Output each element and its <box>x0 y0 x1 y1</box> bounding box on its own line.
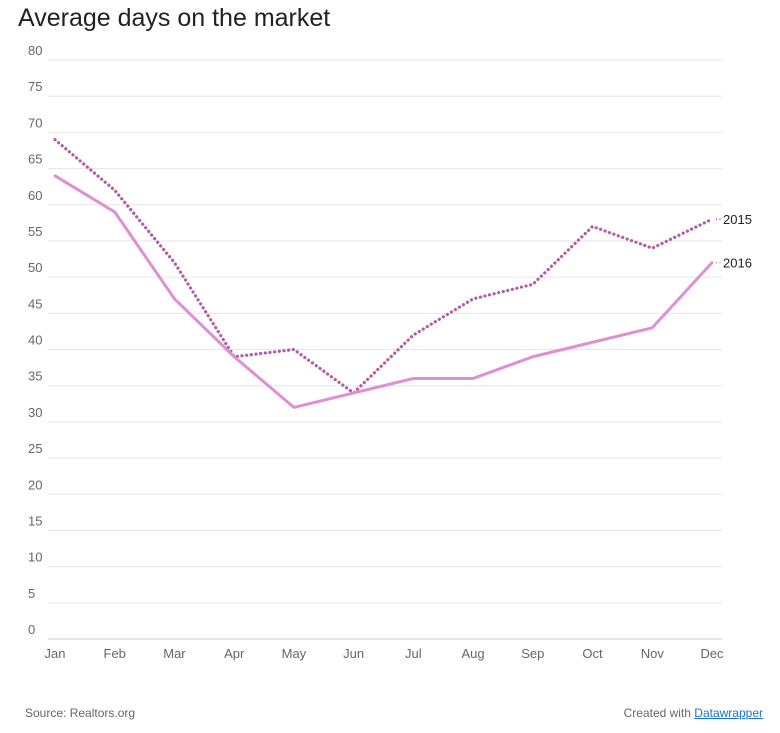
y-tick-label: 15 <box>28 513 42 528</box>
y-tick-label: 65 <box>28 152 42 167</box>
y-tick-label: 30 <box>28 405 42 420</box>
x-tick-label: May <box>282 646 307 661</box>
y-tick-label: 5 <box>28 586 35 601</box>
gridlines <box>48 59 722 640</box>
x-tick-label: Aug <box>462 646 485 661</box>
y-tick-label: 75 <box>28 79 42 94</box>
y-tick-label: 70 <box>28 115 42 130</box>
y-tick-label: 50 <box>28 260 42 275</box>
x-tick-label: Oct <box>582 646 603 661</box>
credit-prefix: Created with <box>623 706 695 720</box>
series-label-2015: 2015 <box>723 212 752 227</box>
x-tick-label: Sep <box>521 646 544 661</box>
x-tick-label: Feb <box>104 646 126 661</box>
x-tick-label: Jan <box>45 646 66 661</box>
x-tick-label: Jun <box>343 646 364 661</box>
y-tick-label: 25 <box>28 441 42 456</box>
series-labels: 2015 2016 <box>716 212 752 271</box>
series-label-2016: 2016 <box>723 256 752 271</box>
x-axis-ticks: Jan Feb Mar Apr May Jun Jul Aug Sep Oct Nov Dec <box>45 646 725 661</box>
y-axis-ticks: 0 5 10 15 20 25 30 35 40 45 50 55 60 65 70 75 80 <box>28 43 42 637</box>
x-tick-label: Mar <box>163 646 186 661</box>
x-tick-label: Jul <box>405 646 422 661</box>
y-tick-label: 55 <box>28 224 42 239</box>
y-tick-label: 40 <box>28 333 42 348</box>
y-tick-label: 60 <box>28 188 42 203</box>
series-lines <box>53 138 714 409</box>
y-tick-label: 35 <box>28 369 42 384</box>
y-tick-label: 45 <box>28 296 42 311</box>
y-tick-label: 10 <box>28 550 42 565</box>
credit-note: Created with Datawrapper <box>624 706 763 720</box>
y-tick-label: 80 <box>28 43 42 58</box>
series-line-2015 <box>53 138 714 395</box>
x-tick-label: Apr <box>224 646 245 661</box>
y-tick-label: 20 <box>28 477 42 492</box>
x-tick-label: Nov <box>641 646 665 661</box>
chart-title: Average days on the market <box>18 4 331 32</box>
datawrapper-link[interactable]: Datawrapper <box>694 706 763 720</box>
source-note: Source: Realtors.org <box>25 706 136 720</box>
y-tick-label: 0 <box>28 622 35 637</box>
series-line-2016 <box>53 174 714 409</box>
x-tick-label: Dec <box>700 646 724 661</box>
